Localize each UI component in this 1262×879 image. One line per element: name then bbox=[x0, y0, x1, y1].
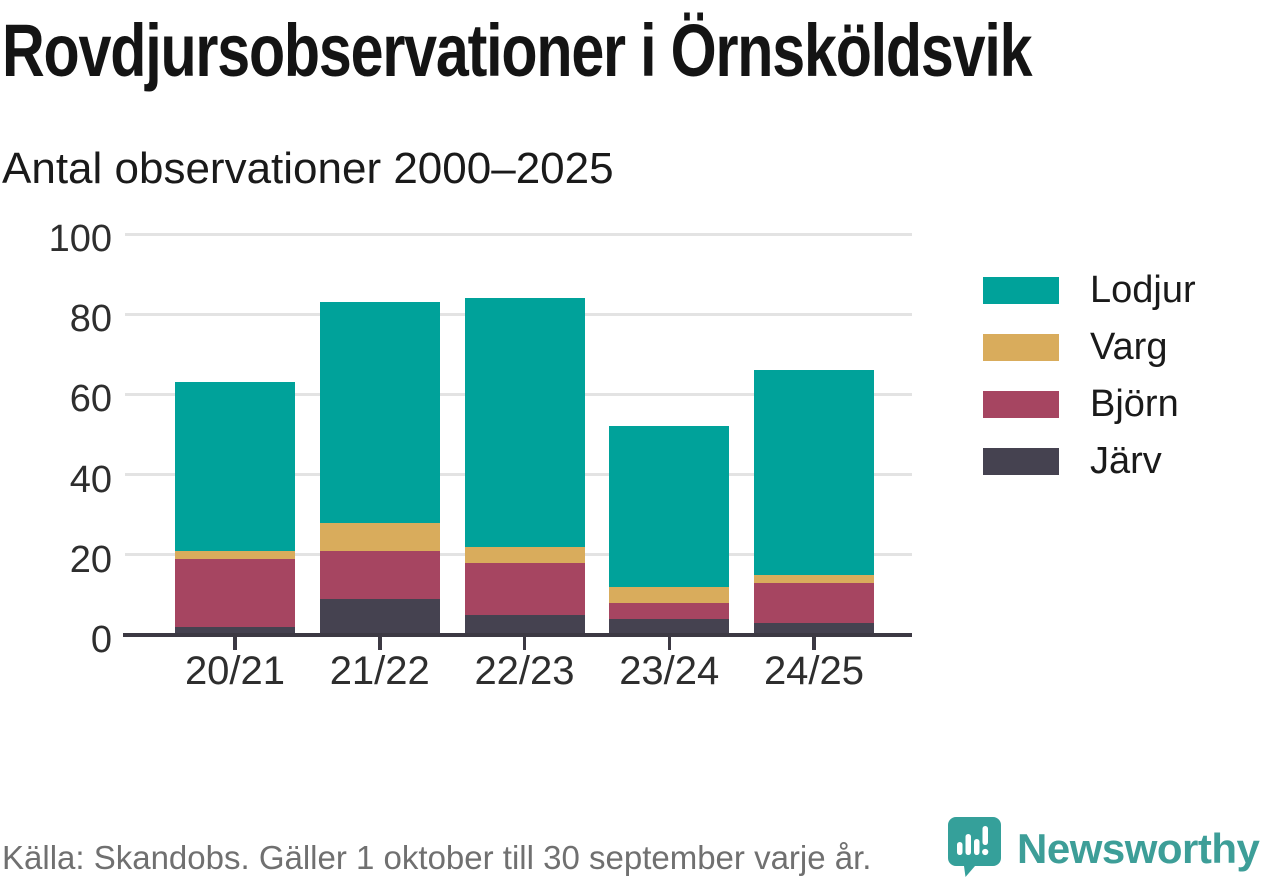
page-title: Rovdjursobservationer i Örnsköldsvik bbox=[2, 9, 1033, 92]
legend-label: Björn bbox=[1090, 383, 1179, 425]
legend-swatch-lodjur bbox=[983, 276, 1059, 304]
legend-item-björn: Björn bbox=[983, 385, 1179, 423]
legend-label: Varg bbox=[1090, 326, 1168, 368]
bar-segment-lodjur-20-21 bbox=[175, 382, 295, 551]
bar-segment-varg-20-21 bbox=[175, 550, 295, 559]
bar-segment-lodjur-22-23 bbox=[464, 298, 585, 547]
bar-segment-björn-22-23 bbox=[464, 562, 585, 615]
bar-segment-lodjur-21-22 bbox=[319, 302, 440, 523]
bar-segment-järv-24-25 bbox=[754, 622, 874, 635]
bar-segment-lodjur-23-24 bbox=[609, 426, 730, 587]
y-axis-tick-label: 100 bbox=[48, 218, 112, 260]
y-axis-tick-label: 60 bbox=[69, 378, 112, 421]
newsworthy-brand: Newsworthy bbox=[948, 817, 1260, 879]
legend-label: Lodjur bbox=[1090, 269, 1196, 311]
bar-segment-järv-22-23 bbox=[464, 614, 585, 635]
x-axis-category-label: 21/22 bbox=[329, 649, 430, 693]
x-axis-tick bbox=[522, 637, 527, 650]
legend-swatch-järv bbox=[983, 447, 1059, 475]
x-axis-category-label: 22/23 bbox=[474, 649, 575, 693]
x-axis-category-label: 23/24 bbox=[619, 649, 720, 693]
y-axis-tick-label: 80 bbox=[69, 298, 112, 341]
bar-segment-varg-24-25 bbox=[754, 574, 874, 583]
newsworthy-speech-bubble-bar-chart-icon bbox=[948, 817, 1001, 877]
source-note: Källa: Skandobs. Gäller 1 oktober till 3… bbox=[2, 839, 872, 876]
legend-swatch-varg bbox=[983, 333, 1059, 361]
x-axis-category-label: 20/21 bbox=[184, 649, 286, 693]
bar-segment-björn-20-21 bbox=[175, 558, 295, 627]
gridline-y100 bbox=[125, 232, 912, 236]
bar-segment-björn-24-25 bbox=[754, 582, 874, 623]
legend-item-järv: Järv bbox=[983, 442, 1162, 480]
legend-item-varg: Varg bbox=[983, 328, 1167, 366]
x-axis-category-label: 24/25 bbox=[763, 649, 865, 693]
y-axis-tick-label: 40 bbox=[69, 458, 112, 501]
bar-segment-varg-21-22 bbox=[319, 522, 440, 551]
chart-subtitle: Antal observationer 2000–2025 bbox=[2, 144, 614, 193]
legend-item-lodjur: Lodjur bbox=[983, 271, 1196, 309]
y-axis-tick-label: 20 bbox=[69, 538, 112, 581]
x-axis-tick bbox=[233, 637, 237, 650]
bar-segment-björn-23-24 bbox=[609, 602, 730, 619]
legend-label: Järv bbox=[1090, 440, 1162, 482]
bar-segment-varg-22-23 bbox=[464, 546, 585, 563]
bar-segment-björn-21-22 bbox=[319, 550, 440, 599]
bar-segment-lodjur-24-25 bbox=[754, 370, 874, 575]
x-axis-tick bbox=[378, 637, 382, 650]
bar-segment-varg-23-24 bbox=[609, 586, 730, 603]
x-axis-tick bbox=[667, 637, 671, 650]
bar-segment-järv-20-21 bbox=[175, 626, 295, 635]
bar-segment-järv-21-22 bbox=[319, 598, 440, 635]
x-axis-tick bbox=[812, 637, 816, 650]
brand-name: Newsworthy bbox=[1017, 825, 1260, 872]
x-axis-line bbox=[123, 633, 912, 637]
bar-segment-järv-23-24 bbox=[609, 618, 730, 635]
y-axis-tick-label: 0 bbox=[90, 619, 112, 661]
legend-swatch-björn bbox=[983, 390, 1059, 418]
